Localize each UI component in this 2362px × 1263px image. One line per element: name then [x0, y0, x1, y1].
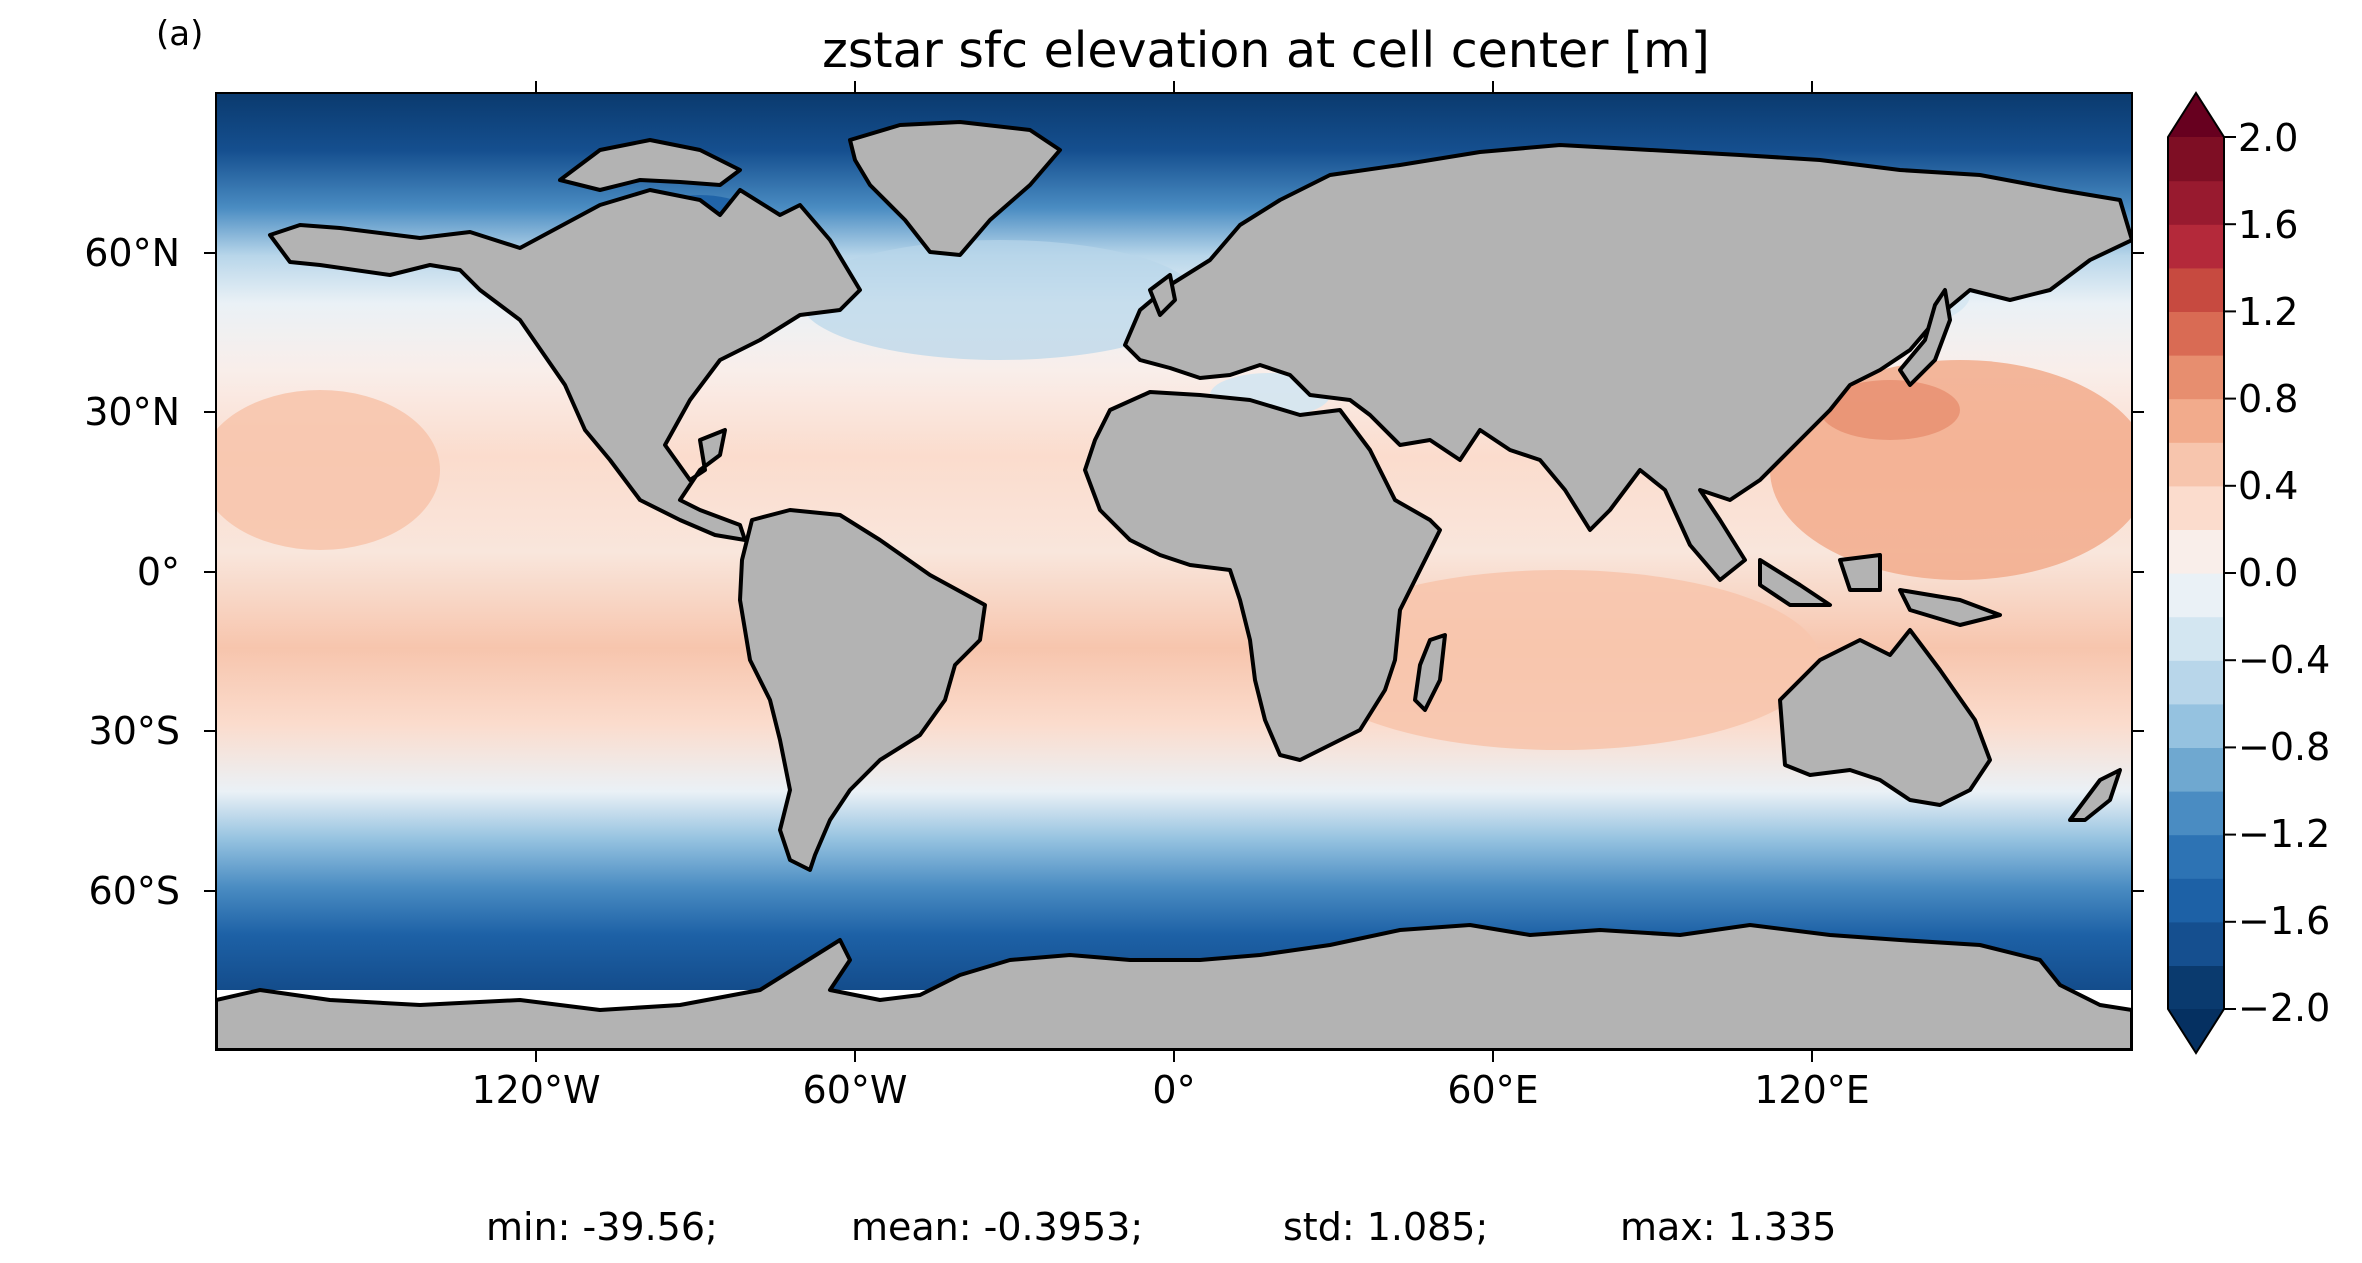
- ssh-peak-kuroshio: [1820, 380, 1960, 440]
- australia: [1778, 628, 1992, 807]
- lon-label-120w: 120°W: [471, 1068, 601, 1112]
- colorbar-label-neg-1-2: −1.2: [2238, 812, 2331, 856]
- new-zealand: [2068, 768, 2122, 822]
- colorbar-bin: [2168, 180, 2224, 225]
- colorbar-bin: [2168, 529, 2224, 574]
- stat-min: min: -39.56;: [486, 1205, 718, 1249]
- colorbar-bin: [2168, 878, 2224, 923]
- colorbar-bin: [2168, 660, 2224, 705]
- colorbar-bin: [2168, 311, 2224, 356]
- colorbar-bin: [2168, 398, 2224, 443]
- lat-label-30n: 30°N: [84, 390, 180, 434]
- lat-label-30s: 30°S: [88, 709, 180, 753]
- colorbar-bin: [2168, 224, 2224, 269]
- stat-std: std: 1.085;: [1283, 1205, 1489, 1249]
- colorbar-label-neg-0-8: −0.8: [2238, 725, 2331, 769]
- land-masses: [216, 120, 2132, 1050]
- axis-ticks: [204, 81, 2144, 1062]
- colorbar-label-0-4: 0.4: [2238, 464, 2299, 508]
- colorbar-extend-max: [2168, 93, 2224, 137]
- south-america: [738, 508, 987, 872]
- lon-label-60w: 60°W: [802, 1068, 908, 1112]
- uk: [1148, 273, 1177, 317]
- colorbar-label-neg-2-0: −2.0: [2238, 986, 2331, 1030]
- colorbar-bin: [2168, 485, 2224, 530]
- colorbar-bin: [2168, 442, 2224, 487]
- lon-label-0: 0°: [1152, 1068, 1196, 1112]
- colorbar-label-1-6: 1.6: [2238, 203, 2299, 247]
- map-title: zstar sfc elevation at cell center [m]: [822, 22, 1710, 79]
- madagascar: [1413, 633, 1447, 712]
- north-america: [268, 188, 862, 542]
- stat-max: max: 1.335: [1620, 1205, 1837, 1249]
- colorbar-label-0-8: 0.8: [2238, 377, 2299, 421]
- lat-label-60s: 60°S: [88, 869, 180, 913]
- colorbar-label-2-0: 2.0: [2238, 116, 2299, 160]
- lat-label-60n: 60°N: [84, 231, 180, 275]
- indonesia: [1758, 553, 2002, 627]
- colorbar-bin: [2168, 616, 2224, 661]
- colorbar-bin: [2168, 137, 2224, 182]
- colorbar-bin: [2168, 573, 2224, 618]
- colorbar-bin: [2168, 921, 2224, 966]
- stat-mean: mean: -0.3953;: [851, 1205, 1144, 1249]
- ssh-high-north-pacific: [216, 390, 440, 550]
- statistics-line: min: -39.56; mean: -0.3953; std: 1.085; …: [0, 1205, 2362, 1253]
- colorbar-bin: [2168, 834, 2224, 879]
- lat-label-0: 0°: [136, 550, 180, 594]
- ssh-low-north-atlantic: [800, 240, 1200, 360]
- colorbar-bin: [2168, 355, 2224, 400]
- panel-label: (a): [156, 14, 204, 54]
- colorbar-label-1-2: 1.2: [2238, 290, 2299, 334]
- colorbar-bin: [2168, 791, 2224, 836]
- colorbar-label-0-0: 0.0: [2238, 551, 2299, 595]
- colorbar: [2167, 91, 2236, 1055]
- africa: [1083, 390, 1442, 762]
- lon-label-120e: 120°E: [1754, 1068, 1870, 1112]
- japan: [1898, 288, 1952, 387]
- lon-label-60e: 60°E: [1447, 1068, 1539, 1112]
- colorbar-label-neg-1-6: −1.6: [2238, 899, 2331, 943]
- colorbar-extend-min: [2168, 1009, 2224, 1053]
- colorbar-bin: [2168, 747, 2224, 792]
- colorbar-bin: [2168, 267, 2224, 312]
- colorbar-bin: [2168, 703, 2224, 748]
- canadian-archipelago: [558, 138, 742, 192]
- greenland: [848, 120, 1062, 257]
- antarctica: [216, 923, 2132, 1050]
- colorbar-label-neg-0-4: −0.4: [2238, 638, 2331, 682]
- ssh-high-indian-ocean: [1300, 570, 1820, 750]
- eurasia: [1123, 143, 2132, 582]
- colorbar-bin: [2168, 965, 2224, 1010]
